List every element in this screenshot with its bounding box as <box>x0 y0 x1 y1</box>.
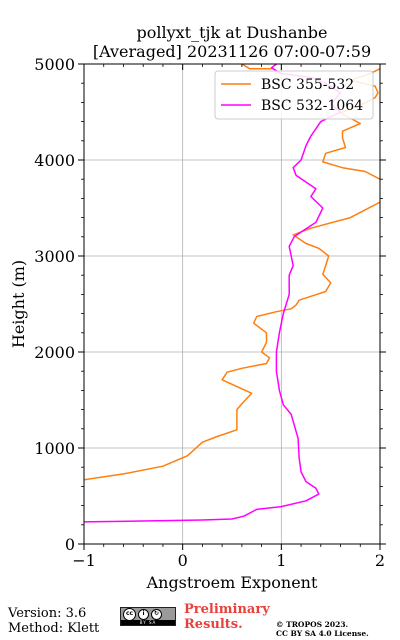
y-axis-label: Height (m) <box>9 260 28 348</box>
legend-box <box>214 70 374 120</box>
y-tick-label: 5000 <box>34 55 75 74</box>
series-line <box>84 64 342 523</box>
cc-logo-top: cc i ↻ <box>121 608 175 621</box>
legend-label: BSC 355-532 <box>261 77 354 93</box>
preliminary-note: Preliminary Results. <box>184 602 270 632</box>
y-tick-label: 2000 <box>34 343 75 362</box>
copyright-line-1: © TROPOS 2023. <box>276 620 349 629</box>
cc-logo-strip: BY SA <box>121 620 175 625</box>
y-tick-label: 4000 <box>34 151 75 170</box>
sa-icon: ↻ <box>151 609 162 620</box>
angstroem-profile-chart: pollyxt_tjk at Dushanbe [Averaged] 20231… <box>9 23 386 592</box>
chart-title-line-2: [Averaged] 20231126 07:00-07:59 <box>93 42 371 61</box>
x-tick-label: 1 <box>276 551 286 570</box>
legend: BSC 355-532 BSC 532-1064 <box>214 70 374 120</box>
x-tick-label: 0 <box>178 551 188 570</box>
copyright-note: © TROPOS 2023. CC BY SA 4.0 License. <box>276 620 369 638</box>
y-tick-label: 0 <box>65 535 75 554</box>
y-tick-label: 3000 <box>34 247 75 266</box>
plot-frame <box>83 63 381 545</box>
copyright-line-2: CC BY SA 4.0 License. <box>276 629 369 638</box>
by-icon: i <box>138 609 149 620</box>
chart-title-line-1: pollyxt_tjk at Dushanbe <box>136 23 327 42</box>
x-tick-label: −1 <box>72 551 96 570</box>
x-tick-label: 2 <box>375 551 385 570</box>
cc-license-logo: cc i ↻ BY SA <box>120 607 176 626</box>
data-lines <box>84 64 380 523</box>
legend-label: BSC 532-1064 <box>261 98 363 114</box>
grid <box>84 64 380 544</box>
x-axis-label: Angstroem Exponent <box>146 573 318 592</box>
preliminary-line-2: Results. <box>184 617 243 632</box>
preliminary-line-1: Preliminary <box>184 602 270 617</box>
method-text: Method: Klett <box>8 621 100 636</box>
series-line <box>84 201 380 481</box>
series-line <box>241 64 272 70</box>
version-info: Version: 3.6 Method: Klett <box>8 606 99 636</box>
version-text: Version: 3.6 <box>8 606 87 621</box>
y-tick-label: 1000 <box>34 439 75 458</box>
